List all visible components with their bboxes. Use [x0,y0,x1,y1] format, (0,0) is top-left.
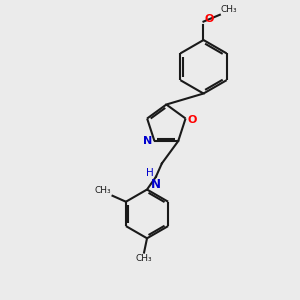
Text: CH₃: CH₃ [136,254,152,263]
Text: N: N [143,136,152,146]
Text: CH₃: CH₃ [221,5,237,14]
Text: CH₃: CH₃ [94,186,111,195]
Text: O: O [205,14,214,24]
Text: H: H [146,168,153,178]
Text: N: N [151,178,161,191]
Text: O: O [188,115,197,125]
